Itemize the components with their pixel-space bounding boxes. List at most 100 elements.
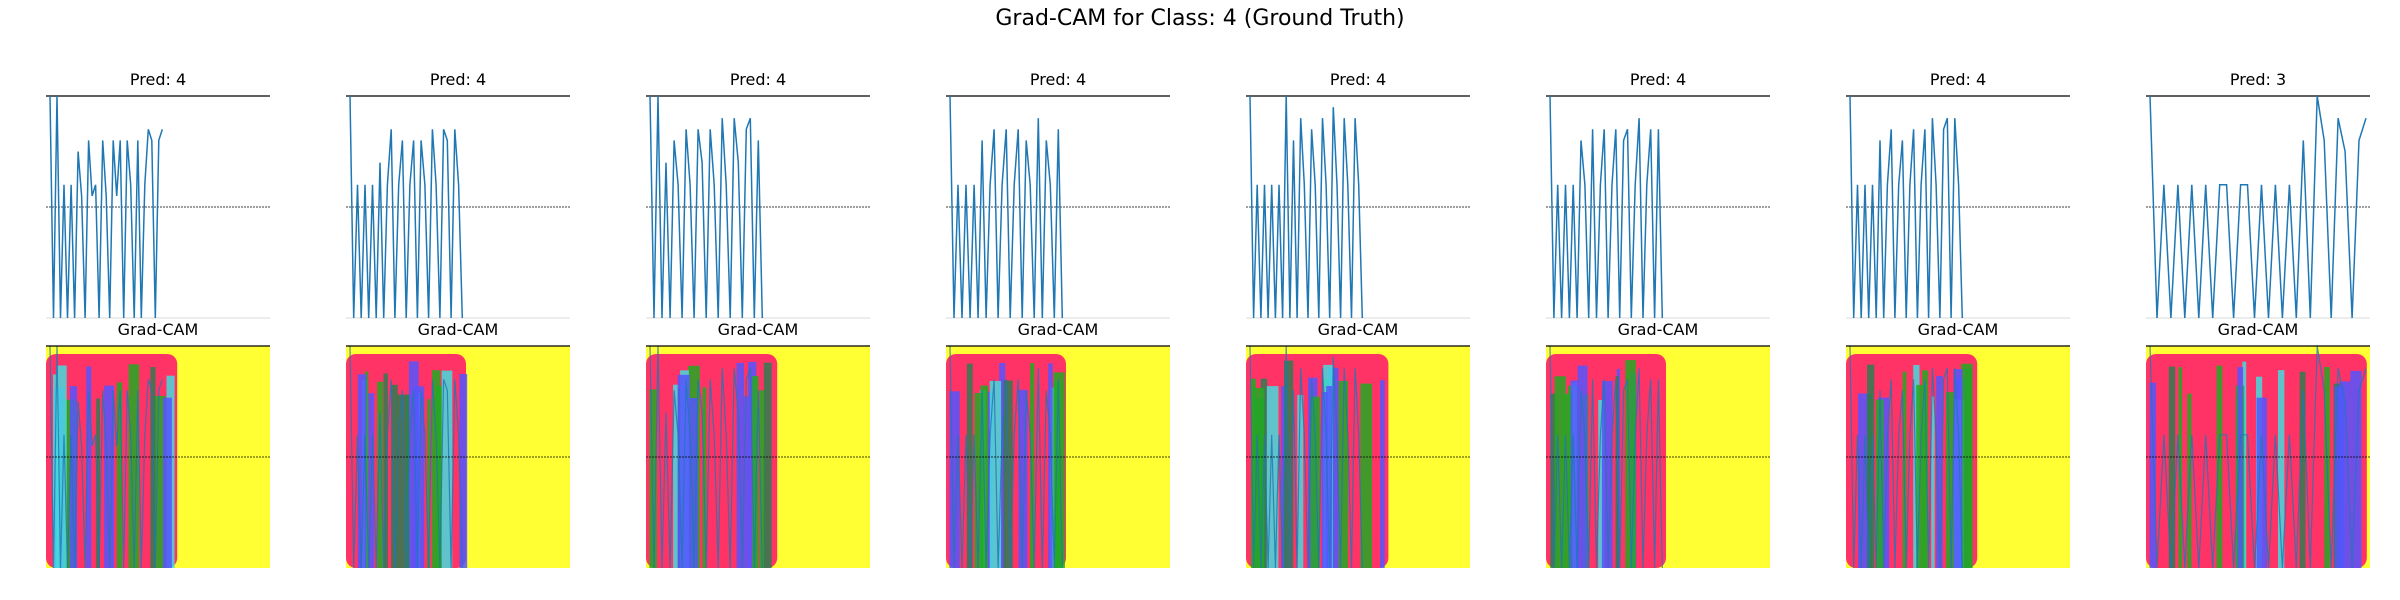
cam-stripe bbox=[432, 370, 441, 568]
signal-title-6: Pred: 4 bbox=[1629, 70, 1687, 89]
cam-stripe bbox=[2256, 397, 2267, 568]
cam-stripe bbox=[2278, 370, 2285, 568]
cam-stripe bbox=[1338, 381, 1348, 568]
cam-stripe bbox=[743, 396, 750, 568]
cam-stripe bbox=[1931, 396, 1935, 568]
cam-stripe bbox=[116, 382, 123, 568]
cam-signal-overlay bbox=[649, 346, 763, 568]
cam-stripe bbox=[687, 398, 698, 568]
cam-stripe bbox=[1946, 392, 1957, 568]
signal-line bbox=[1849, 96, 1964, 318]
cam-title-3: Grad-CAM bbox=[717, 320, 799, 339]
cam-signal-overlay bbox=[1849, 346, 1963, 568]
cam-title-7: Grad-CAM bbox=[1917, 320, 1999, 339]
cam-signal-overlay bbox=[949, 346, 1063, 568]
signal-line bbox=[349, 96, 464, 318]
cam-stripe bbox=[1048, 363, 1053, 568]
signal-panel-7 bbox=[1846, 95, 2070, 319]
cam-title-4: Grad-CAM bbox=[1017, 320, 1099, 339]
cam-stripe bbox=[1053, 382, 1058, 568]
cam-stripe bbox=[104, 385, 115, 568]
signal-line bbox=[49, 96, 164, 318]
cam-stripe bbox=[56, 365, 67, 568]
cam-signal-overlay bbox=[49, 346, 163, 568]
cam-title-8: Grad-CAM bbox=[2217, 320, 2299, 339]
signal-title-4: Pred: 4 bbox=[1029, 70, 1087, 89]
cam-stripe bbox=[1321, 392, 1328, 568]
cam-stripe bbox=[649, 389, 657, 568]
cam-stripe bbox=[2339, 381, 2351, 568]
cam-stripe bbox=[459, 374, 468, 568]
cam-panel-5 bbox=[1246, 345, 1470, 568]
signal-title-5: Pred: 4 bbox=[1329, 70, 1387, 89]
cam-stripe bbox=[1360, 383, 1372, 568]
signal-line bbox=[949, 96, 1064, 318]
cam-stripe bbox=[427, 399, 431, 568]
cam-stripe bbox=[1961, 363, 1973, 568]
figure-title: Grad-CAM for Class: 4 (Ground Truth) bbox=[995, 6, 1405, 31]
cam-stripe bbox=[1875, 399, 1884, 568]
cam-panel-2 bbox=[346, 345, 570, 568]
cam-stripe bbox=[1598, 399, 1605, 568]
cam-stripe bbox=[999, 363, 1006, 568]
cam-stripe bbox=[2178, 367, 2183, 568]
cam-stripe bbox=[357, 374, 367, 568]
cam-stripe bbox=[1625, 360, 1636, 568]
cam-panel-8 bbox=[2146, 345, 2370, 568]
cam-stripe bbox=[128, 364, 140, 568]
signal-panel-1 bbox=[46, 95, 270, 319]
cam-stripe bbox=[1562, 393, 1573, 568]
signal-panel-3 bbox=[646, 95, 870, 319]
cam-stripe bbox=[154, 395, 166, 568]
signal-line bbox=[1249, 96, 1364, 318]
cam-title-1: Grad-CAM bbox=[117, 320, 199, 339]
cam-stripe bbox=[1550, 393, 1558, 568]
cam-title-2: Grad-CAM bbox=[417, 320, 499, 339]
cam-stripe bbox=[1936, 376, 1943, 568]
cam-signal-overlay bbox=[2149, 346, 2367, 568]
signal-panel-5 bbox=[1246, 95, 1470, 319]
cam-title-5: Grad-CAM bbox=[1317, 320, 1399, 339]
cam-panel-6 bbox=[1546, 345, 1770, 568]
signal-title-7: Pred: 4 bbox=[1929, 70, 1987, 89]
cam-stripe bbox=[752, 376, 759, 568]
cam-stripe bbox=[2216, 365, 2223, 568]
cam-stripe bbox=[1380, 380, 1385, 568]
cam-stripe bbox=[1953, 369, 1963, 568]
cam-stripe bbox=[2149, 382, 2157, 568]
cam-title-6: Grad-CAM bbox=[1617, 320, 1699, 339]
cam-stripe bbox=[2168, 366, 2176, 568]
cam-stripe bbox=[1327, 367, 1339, 568]
signal-panel-4 bbox=[946, 95, 1170, 319]
cam-stripe bbox=[1310, 396, 1320, 568]
cam-stripe bbox=[1297, 394, 1304, 568]
cam-stripe bbox=[736, 362, 744, 568]
cam-stripe bbox=[1326, 386, 1333, 568]
signal-panel-8 bbox=[2146, 95, 2370, 319]
cam-stripe bbox=[96, 398, 100, 568]
cam-stripe bbox=[377, 381, 383, 568]
cam-stripe bbox=[1601, 381, 1613, 568]
cam-stripe bbox=[162, 397, 172, 568]
cam-stripe bbox=[1057, 383, 1062, 568]
signal-line bbox=[649, 96, 764, 318]
cam-stripe bbox=[365, 371, 369, 568]
cam-stripe bbox=[391, 384, 398, 568]
cam-stripe bbox=[53, 374, 59, 568]
cam-stripe bbox=[1030, 363, 1035, 568]
cam-stripe bbox=[383, 373, 388, 568]
cam-panel-4 bbox=[946, 345, 1170, 568]
signal-title-3: Pred: 4 bbox=[729, 70, 787, 89]
cam-stripe bbox=[989, 381, 1002, 568]
cam-stripe bbox=[2237, 367, 2244, 568]
cam-stripe bbox=[673, 384, 679, 568]
cam-stripe bbox=[441, 370, 453, 568]
signal-panel-6 bbox=[1546, 95, 1770, 319]
cam-stripe bbox=[1878, 397, 1890, 568]
cam-panel-7 bbox=[1846, 345, 2070, 568]
cam-stripe bbox=[763, 362, 772, 568]
cam-stripe bbox=[949, 391, 960, 568]
cam-stripe bbox=[1018, 389, 1028, 568]
